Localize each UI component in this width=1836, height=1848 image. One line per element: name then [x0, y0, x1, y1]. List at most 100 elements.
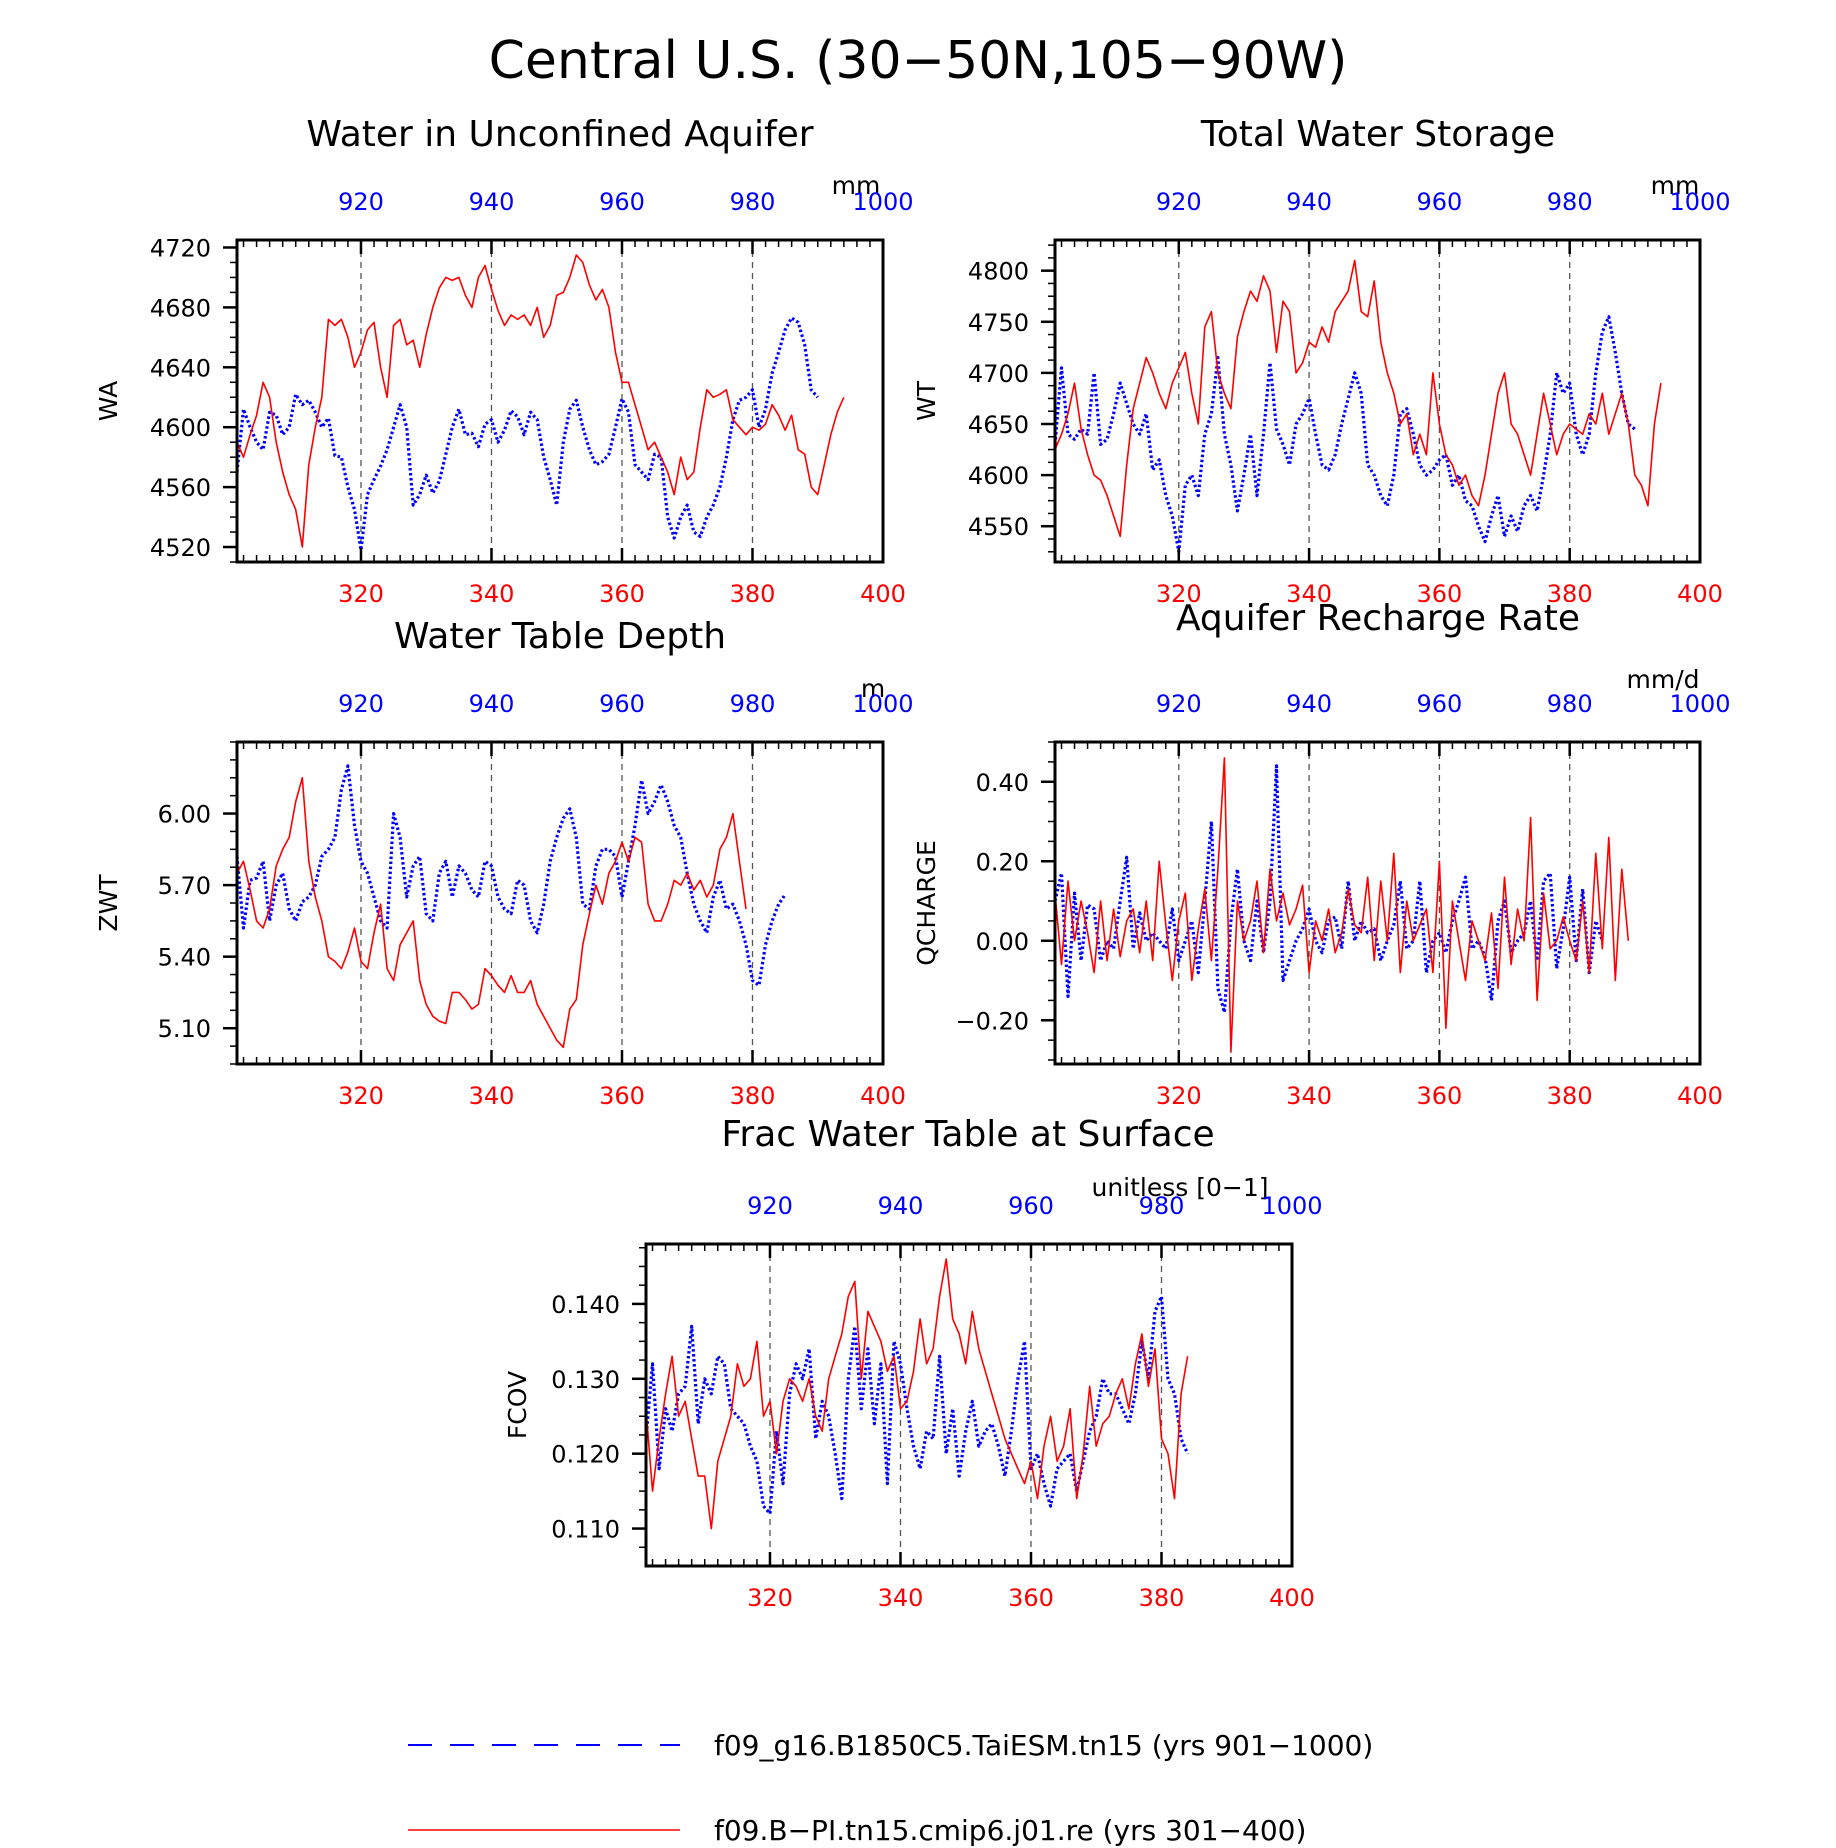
y-tick-label: 4720	[150, 234, 211, 262]
x-tick-label-top: 960	[1416, 188, 1462, 216]
series-line-blue	[235, 316, 819, 552]
x-tick-label-bottom: 400	[860, 580, 906, 608]
x-tick-label-bottom: 400	[860, 1082, 906, 1110]
x-tick-label-bottom: 360	[1416, 580, 1462, 608]
panel-title: Water in Unconfined Aquifer	[306, 114, 813, 155]
y-tick-label: 5.10	[158, 1015, 211, 1043]
y-axis-label: QCHARGE	[912, 840, 941, 966]
chart-panel-2: Total Water Storage mm 320 340 360 380 400 920 9…	[912, 114, 1731, 608]
y-tick-label: 4700	[968, 360, 1029, 388]
plot-frame	[644, 1242, 1294, 1568]
series-line-blue	[1053, 764, 1604, 1014]
y-tick-label: 4800	[968, 258, 1029, 286]
x-tick-label-bottom: 320	[747, 1584, 793, 1612]
x-tick-label-bottom: 400	[1677, 580, 1723, 608]
x-tick-label-bottom: 380	[730, 580, 776, 608]
x-tick-label-top: 920	[338, 690, 384, 718]
x-tick-label-top: 920	[1156, 690, 1202, 718]
x-tick-label-top: 980	[1547, 690, 1593, 718]
y-tick-label: 5.40	[158, 944, 211, 972]
x-tick-label-top: 1000	[1261, 1192, 1322, 1220]
series-line-red	[1054, 757, 1630, 1053]
y-tick-label: 4640	[150, 354, 211, 382]
x-tick-label-bottom: 360	[1416, 1082, 1462, 1110]
y-tick-label: 4550	[968, 513, 1029, 541]
x-tick-label-bottom: 380	[1547, 1082, 1593, 1110]
x-tick-label-bottom: 320	[1156, 1082, 1202, 1110]
x-tick-label-bottom: 360	[1008, 1584, 1054, 1612]
panel-title: Total Water Storage	[1200, 114, 1555, 155]
y-tick-label: 6.00	[158, 801, 211, 829]
units-label: mm	[1651, 171, 1700, 200]
x-tick-label-top: 940	[469, 690, 515, 718]
figure-title: Central U.S. (30−50N,105−90W)	[489, 31, 1348, 91]
series-line-red	[236, 776, 747, 1049]
y-tick-label: 0.20	[976, 848, 1029, 876]
y-tick-label: 0.40	[976, 769, 1029, 797]
series-line-red	[1054, 259, 1662, 538]
x-tick-label-top: 940	[878, 1192, 924, 1220]
y-tick-label: 0.00	[976, 928, 1029, 956]
x-tick-label-bottom: 340	[469, 1082, 515, 1110]
x-tick-label-top: 960	[1008, 1192, 1054, 1220]
y-axis-label: FCOV	[503, 1371, 532, 1439]
legend-item-2: f09.B−PI.tn15.cmip6.j01.re (yrs 301−400)	[408, 1814, 1306, 1847]
y-tick-label: 4520	[150, 534, 211, 562]
x-tick-label-top: 1000	[852, 188, 913, 216]
y-tick-label: 4650	[968, 411, 1029, 439]
units-label: mm/d	[1627, 665, 1700, 694]
x-tick-label-bottom: 400	[1269, 1584, 1315, 1612]
series-line-blue	[1053, 315, 1636, 554]
y-tick-label: 5.70	[158, 872, 211, 900]
legend-item-1: f09_g16.B1850C5.TaiESM.tn15 (yrs 901−100…	[408, 1729, 1373, 1762]
chart-panel-4: Aquifer Recharge Rate mm/d 320 340 360 380 400…	[912, 598, 1731, 1110]
x-tick-label-bottom: 340	[1286, 1082, 1332, 1110]
panel-title: Frac Water Table at Surface	[721, 1114, 1214, 1155]
chart-panel-3: Water Table Depth m 320 340 360 380 400 920 940 9…	[94, 616, 914, 1110]
series-line-blue	[235, 764, 787, 987]
plot-frame	[1053, 238, 1702, 564]
x-tick-label-top: 920	[1156, 188, 1202, 216]
x-tick-label-top: 980	[730, 188, 776, 216]
x-tick-label-bottom: 340	[469, 580, 515, 608]
plot-frame	[235, 238, 885, 564]
x-tick-label-bottom: 360	[599, 580, 645, 608]
units-label: m	[861, 674, 885, 703]
legend-label: f09.B−PI.tn15.cmip6.j01.re (yrs 301−400)	[714, 1814, 1306, 1847]
x-tick-label-bottom: 360	[599, 1082, 645, 1110]
x-tick-label-bottom: 320	[338, 580, 384, 608]
x-tick-label-bottom: 400	[1677, 1082, 1723, 1110]
y-tick-label: 4600	[150, 414, 211, 442]
x-tick-label-top: 1000	[1669, 690, 1730, 718]
x-tick-label-bottom: 380	[730, 1082, 776, 1110]
x-tick-label-bottom: 340	[878, 1584, 924, 1612]
plot-frame	[235, 740, 885, 1066]
x-tick-label-bottom: 340	[1286, 580, 1332, 608]
panel-title: Aquifer Recharge Rate	[1176, 598, 1580, 639]
x-tick-label-top: 1000	[852, 690, 913, 718]
x-tick-label-top: 980	[1139, 1192, 1185, 1220]
units-label: mm	[832, 171, 881, 200]
x-tick-label-top: 920	[338, 188, 384, 216]
y-tick-label: 0.130	[551, 1366, 620, 1394]
x-tick-label-top: 980	[1547, 188, 1593, 216]
y-axis-label: WA	[94, 381, 123, 421]
series-line-red	[645, 1258, 1189, 1530]
panels: Water in Unconfined Aquifer mm 320 340 360 38…	[94, 114, 1731, 1612]
y-tick-label: 4600	[968, 462, 1029, 490]
y-tick-label: −0.20	[955, 1007, 1029, 1035]
x-tick-label-bottom: 320	[338, 1082, 384, 1110]
y-axis-label: ZWT	[94, 874, 123, 932]
x-tick-label-top: 980	[730, 690, 776, 718]
y-axis-label: WT	[912, 380, 941, 421]
x-tick-label-top: 940	[1286, 188, 1332, 216]
chart-panel-5: Frac Water Table at Surface unitless [0−1…	[503, 1114, 1323, 1612]
x-tick-label-top: 1000	[1669, 188, 1730, 216]
panel-title: Water Table Depth	[394, 616, 726, 657]
x-tick-label-top: 920	[747, 1192, 793, 1220]
chart-panel-1: Water in Unconfined Aquifer mm 320 340 360 38…	[94, 114, 914, 608]
x-tick-label-top: 960	[1416, 690, 1462, 718]
y-tick-label: 4680	[150, 294, 211, 322]
y-tick-label: 0.120	[551, 1441, 620, 1469]
